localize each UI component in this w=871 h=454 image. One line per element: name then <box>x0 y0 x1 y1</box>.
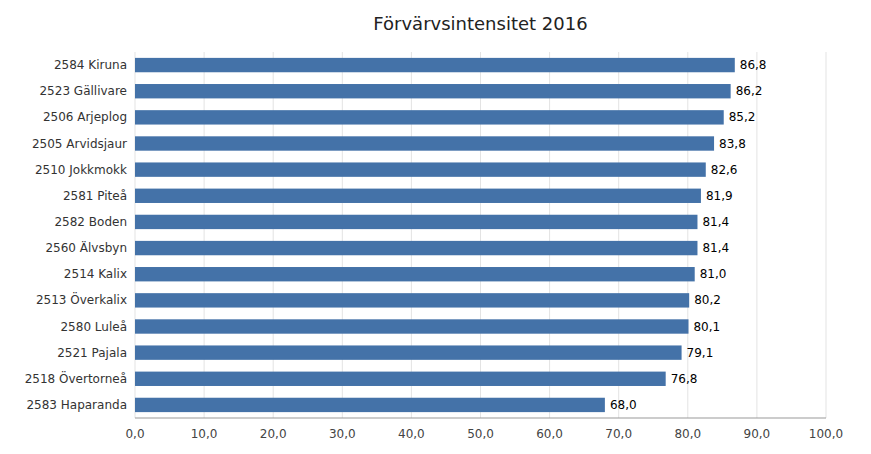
grid-line <box>204 52 205 418</box>
x-axis: 0,0 10,0 20,0 30,0 40,0 50,0 60,0 70,0 80,0 90,0 1… <box>125 418 843 441</box>
grid-line <box>342 52 343 418</box>
chart: Förvärvsintensitet 2016 0,0 10,0 20,0 30,0 40… <box>0 0 871 454</box>
bar <box>135 58 735 72</box>
value-label: 79,1 <box>687 346 714 360</box>
value-label: 81,4 <box>702 241 729 255</box>
grid <box>135 52 826 418</box>
bar <box>135 162 706 176</box>
bar <box>135 372 666 386</box>
y-tick-label: 2506 Arjeplog <box>43 110 127 124</box>
value-label: 86,2 <box>736 84 763 98</box>
bar <box>135 215 697 229</box>
labels: 68,0 76,8 79,1 80,1 80,2 81,0 81,4 81,4 81,9 82,6… <box>610 58 767 412</box>
grid-line <box>273 52 274 418</box>
y-tick-label: 2518 Övertorneå <box>25 370 127 386</box>
bar <box>135 241 697 255</box>
value-label: 80,2 <box>694 293 721 307</box>
y-tick-label: 2584 Kiruna <box>54 58 127 72</box>
value-label: 81,9 <box>706 189 733 203</box>
y-tick-label: 2505 Arvidsjaur <box>32 137 127 151</box>
y-tick-label: 2582 Boden <box>54 215 127 229</box>
bar <box>135 110 724 124</box>
bar <box>135 345 682 359</box>
value-label: 81,0 <box>700 267 727 281</box>
y-axis: 2583 Haparanda 2518 Övertorneå 2521 Pajala… <box>25 58 127 412</box>
chart-container: Förvärvsintensitet 2016 0,0 10,0 20,0 30,0 40… <box>0 0 871 454</box>
x-tick-label: 70,0 <box>605 427 632 441</box>
value-label: 80,1 <box>693 320 720 334</box>
value-label: 82,6 <box>711 163 738 177</box>
y-tick-label: 2560 Älvsbyn <box>45 240 127 255</box>
bar <box>135 84 731 98</box>
y-tick-label: 2523 Gällivare <box>39 84 127 98</box>
x-tick-label: 10,0 <box>191 427 218 441</box>
grid-line <box>480 52 481 418</box>
x-tick-label: 40,0 <box>398 427 425 441</box>
y-tick-label: 2580 Luleå <box>60 320 127 334</box>
grid-line <box>618 52 619 418</box>
x-tick-label: 0,0 <box>125 427 144 441</box>
x-axis-line <box>135 418 826 419</box>
grid-line <box>826 52 827 418</box>
x-tick-label: 30,0 <box>329 427 356 441</box>
y-tick-label: 2521 Pajala <box>57 346 127 360</box>
grid-line <box>135 52 136 418</box>
value-label: 83,8 <box>719 137 746 151</box>
y-tick-label: 2510 Jokkmokk <box>35 163 127 177</box>
grid-line <box>756 52 757 418</box>
bar <box>135 267 695 281</box>
grid-line <box>687 52 688 418</box>
value-label: 68,0 <box>610 398 637 412</box>
grid-line <box>411 52 412 418</box>
y-tick-label: 2583 Haparanda <box>26 398 127 412</box>
x-tick-label: 60,0 <box>536 427 563 441</box>
y-tick-label: 2581 Piteå <box>63 189 127 203</box>
value-label: 86,8 <box>740 58 767 72</box>
bar <box>135 293 689 307</box>
value-label: 85,2 <box>729 110 756 124</box>
x-tick-label: 50,0 <box>467 427 494 441</box>
grid-line <box>549 52 550 418</box>
value-label: 81,4 <box>702 215 729 229</box>
x-tick-label: 80,0 <box>674 427 701 441</box>
bar <box>135 189 701 203</box>
x-tick-label: 20,0 <box>260 427 287 441</box>
value-label: 76,8 <box>671 372 698 386</box>
y-tick-label: 2513 Överkalix <box>36 291 127 307</box>
bar <box>135 398 605 412</box>
title: Förvärvsintensitet 2016 <box>373 13 587 34</box>
y-tick-label: 2514 Kalix <box>64 267 127 281</box>
bars <box>135 58 735 412</box>
x-tick-label: 90,0 <box>744 427 771 441</box>
x-tick-label: 100,0 <box>809 427 843 441</box>
bar <box>135 319 688 333</box>
bar <box>135 136 714 150</box>
